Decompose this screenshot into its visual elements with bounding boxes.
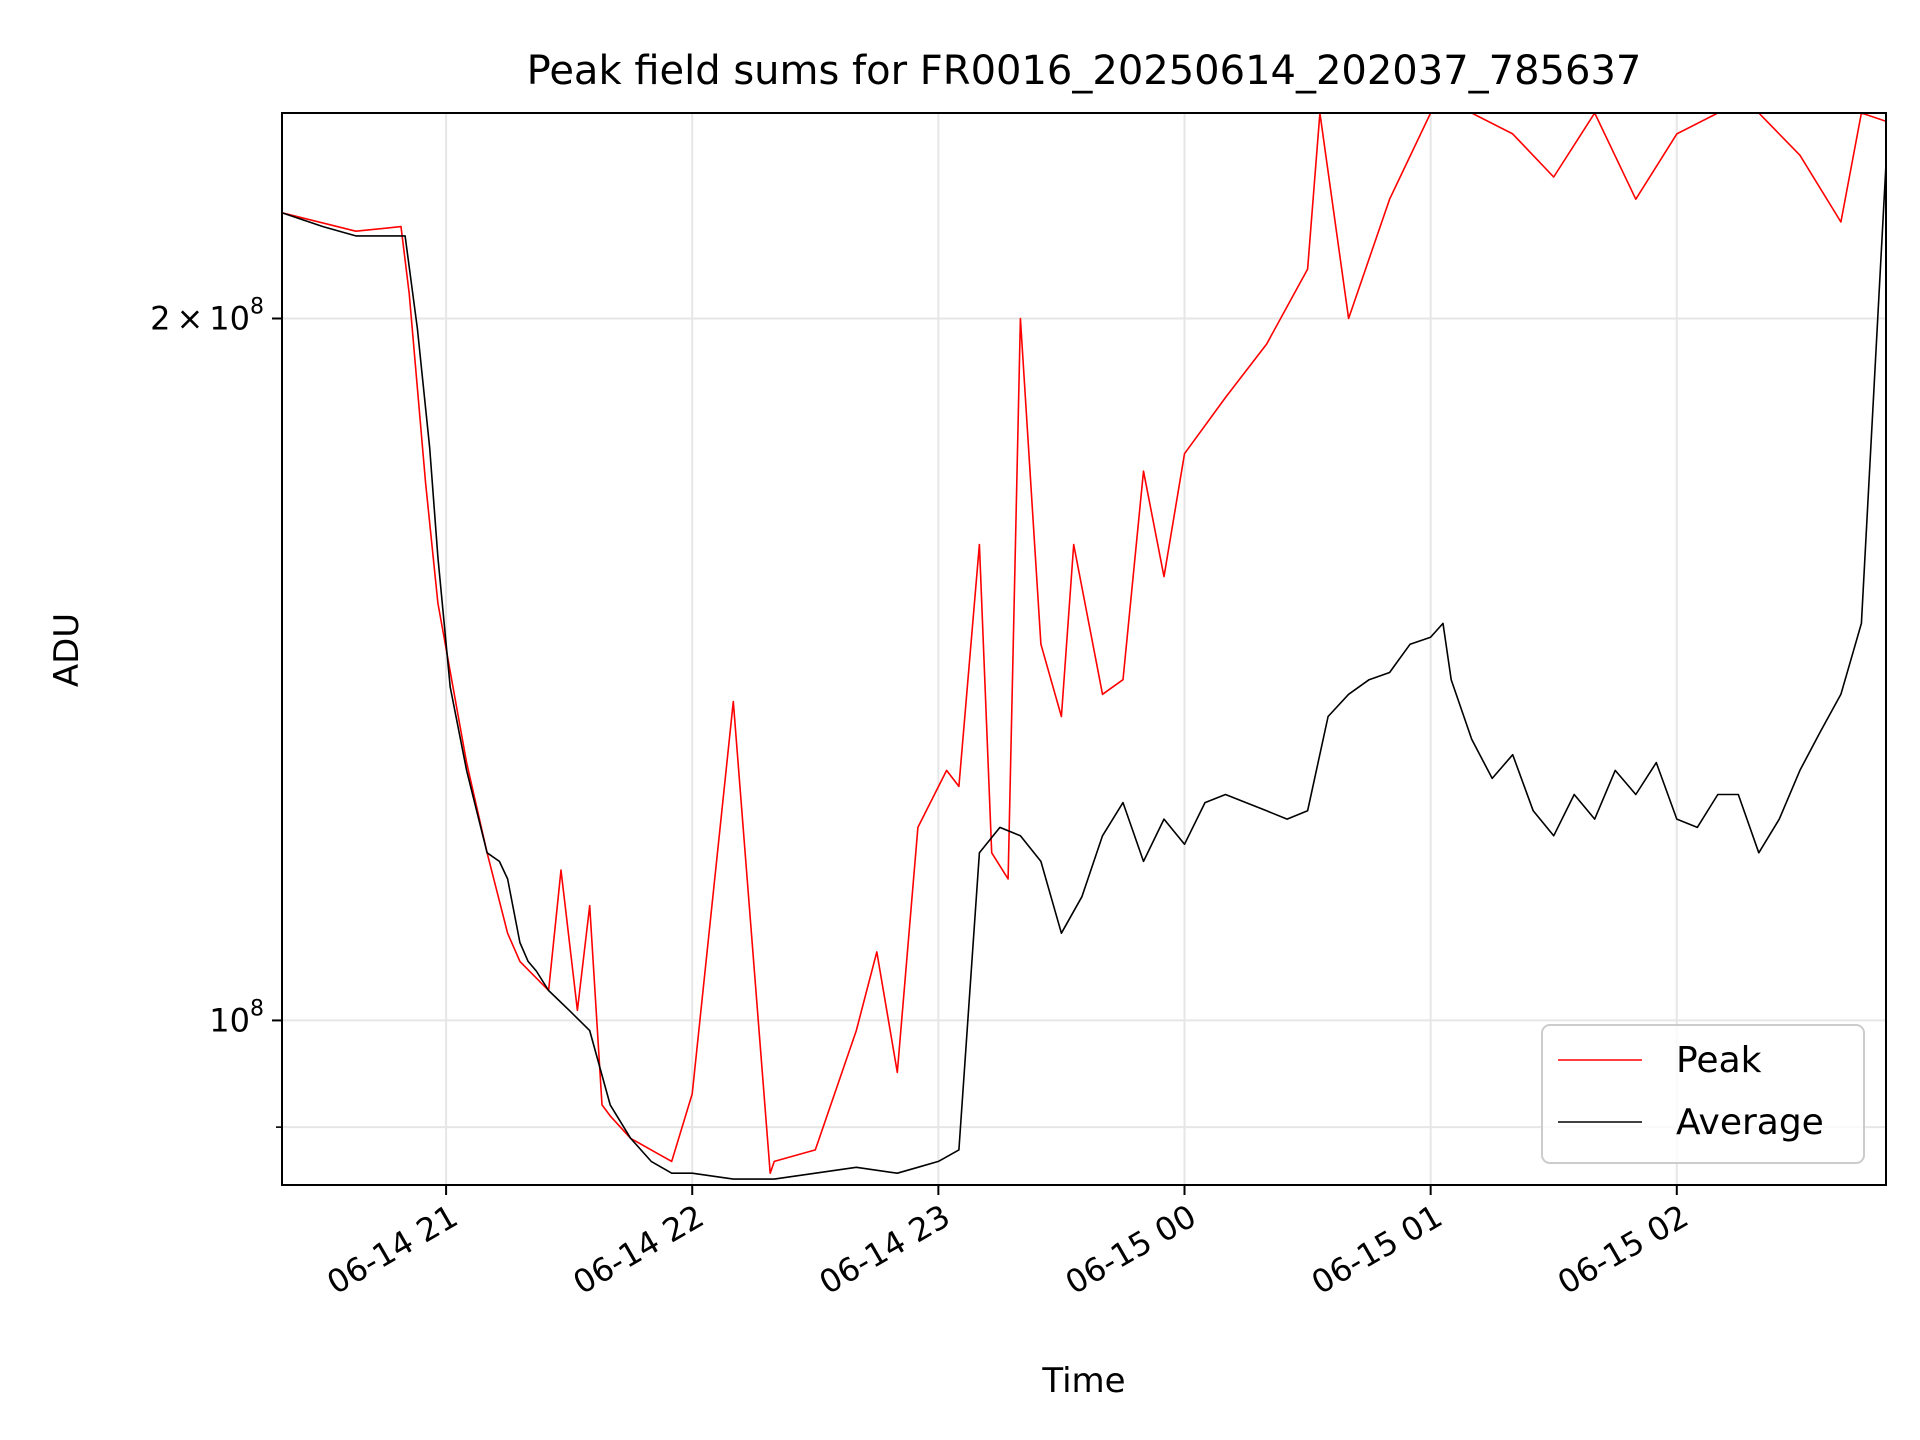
plot-frame <box>281 112 1887 1186</box>
y-tick-label-sep: × <box>176 300 203 338</box>
y-tick-label-mantissa: 2 <box>150 300 170 338</box>
series-line-average <box>282 163 1886 1180</box>
x-axis-label: Time <box>1041 1361 1125 1401</box>
y-tick-label-exp: 8 <box>250 996 264 1021</box>
y-axis-label: ADU <box>47 613 87 687</box>
y-tick-label-base: 10 <box>209 300 250 338</box>
y-tick-label: 108 <box>209 996 264 1039</box>
legend-label-peak: Peak <box>1676 1040 1762 1081</box>
y-tick-label-base: 10 <box>209 1001 250 1039</box>
legend: Peak Average <box>1541 1024 1865 1164</box>
series-layer <box>282 113 1886 1180</box>
chart-title: Peak field sums for FR0016_20250614_2020… <box>527 48 1642 94</box>
y-tick-label-exp: 8 <box>250 295 264 320</box>
y-tick-label: 2 × 108 <box>150 295 264 338</box>
legend-label-average: Average <box>1676 1102 1824 1143</box>
